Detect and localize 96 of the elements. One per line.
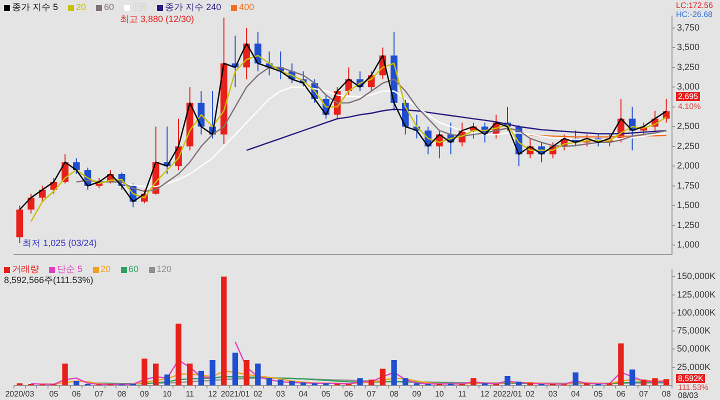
text: 4.10% [678,102,701,111]
legend-label: 거래량 [12,264,39,274]
annotation: 8,592,566주(111.53%) [4,275,94,285]
bar [221,276,227,386]
y-tick-label: 2,500 [677,121,700,132]
text: LC:172.56 [676,1,713,10]
x-tick-label: 12 [208,389,218,398]
annotation: 최고 3,880 (12/30) [120,14,194,24]
legend-label: 120 [156,264,172,274]
x-tick-label: 10 [434,389,444,398]
bar [391,360,397,386]
x-tick-label: 2021/01 [220,389,250,398]
x-tick-label: 2022/01 [493,389,523,398]
bar [652,378,658,386]
candlestick [72,158,80,175]
x-tick-label: 07 [639,389,649,398]
bar [289,381,295,386]
x-tick-label: 04 [571,389,581,398]
y-tick-label: 2,250 [677,140,700,151]
bar [266,378,272,386]
y-tick-label: 1,500 [677,200,700,210]
bar [278,380,284,386]
legend-label: 400 [239,2,254,12]
y-tick-label: 1,000 [677,240,700,250]
bar [572,372,578,386]
text: 2,695 [676,92,700,101]
y-tick-label: 3,750 [677,22,700,32]
bar [357,378,363,386]
text: HC:-26.68 [676,10,712,19]
candlestick [28,193,34,214]
x-tick-label: 05 [49,389,59,398]
bar [470,378,476,386]
x-tick-label: 04 [298,389,308,398]
bar [244,360,250,386]
y-tick-label: 2,000 [677,160,700,171]
bar [164,374,170,386]
x-tick-label: 05 [322,389,331,398]
legend-label: 종가 지수 240 [165,2,222,12]
x-tick-label: 10 [162,389,172,398]
annotation: 최저 1,025 (03/24) [22,238,97,248]
y-tick-label: 25,000K [677,362,711,372]
legend-label: 종가 지수 5 [12,2,58,12]
x-tick-label: 07 [366,389,376,398]
x-tick-label: 02 [253,389,263,398]
text: 08/03 [678,391,698,400]
x-tick-label: 11 [186,389,195,398]
y-tick-label: 150,000K [677,271,716,282]
text: 8,592K [676,374,706,383]
bar [663,379,670,386]
x-tick-label: 06 [344,389,354,398]
x-tick-label: 03 [276,389,286,398]
y-tick-label: 1,750 [677,180,700,190]
legend-label: 단순 5 [57,264,83,274]
x-tick-label: 03 [548,389,558,398]
x-tick-label: 2020/03 [5,389,35,398]
bar [232,352,238,386]
x-tick-label: 11 [458,389,467,398]
bar [402,378,408,386]
bar [640,380,646,386]
x-tick-label: 12 [480,389,490,398]
x-tick-label: 06 [72,389,82,398]
x-tick-label: 08 [662,389,672,398]
bar [380,368,386,386]
bar [629,369,636,386]
y-tick-label: 3,500 [677,42,700,52]
text: 111.53% [678,383,708,392]
legend-label: 60 [104,2,114,12]
bar [368,380,374,386]
x-tick-label: 09 [140,389,150,398]
bar [62,364,68,386]
bar [255,364,261,386]
bar [176,324,182,386]
y-tick-label: 75,000K [677,326,711,336]
y-tick-label: 100,000K [677,307,716,318]
x-tick-label: 05 [594,389,604,398]
bar [187,364,193,386]
legend-label: 20 [100,264,111,274]
y-tick-label: 50,000K [677,344,711,354]
y-tick-label: 3,000 [677,82,700,92]
bar [618,343,624,386]
bar [142,358,148,386]
x-tick-label: 08 [390,389,400,398]
bar [210,360,216,386]
bar [152,364,159,386]
x-tick-label: 09 [412,389,422,398]
bar [504,376,510,386]
y-tick-label: 125,000K [677,289,716,300]
x-tick-label: 08 [117,389,127,398]
legend-label: 60 [128,264,139,274]
bar [198,370,204,386]
y-tick-label: 3,250 [677,62,700,72]
x-tick-label: 02 [526,389,536,398]
x-tick-label: 07 [94,389,104,398]
y-tick-label: 1,250 [677,220,700,230]
x-tick-label: 06 [616,389,626,398]
legend-label: 20 [76,2,86,12]
